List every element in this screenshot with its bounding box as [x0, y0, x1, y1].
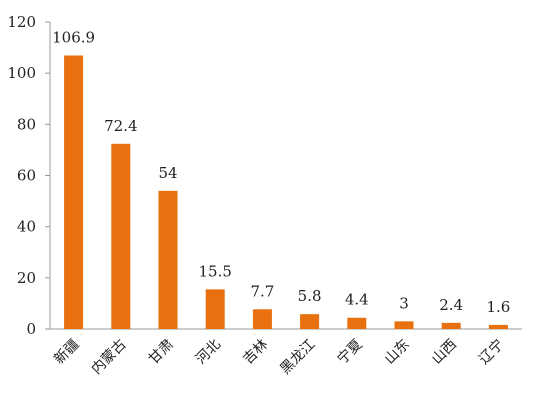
category-label: 内蒙古 — [89, 337, 130, 378]
category-label: 甘肃 — [146, 337, 177, 368]
category-label: 山西 — [429, 337, 460, 368]
bar — [205, 289, 225, 329]
data-label: 5.8 — [298, 287, 322, 305]
bar — [488, 324, 508, 329]
y-tick-label: 60 — [17, 167, 36, 185]
bar — [441, 322, 461, 329]
bar — [158, 190, 178, 329]
data-label: 72.4 — [104, 117, 137, 135]
bar — [252, 309, 272, 329]
data-label: 106.9 — [52, 29, 95, 47]
category-label: 宁夏 — [334, 336, 366, 368]
data-label: 2.4 — [439, 296, 463, 314]
y-tick-label: 20 — [17, 269, 36, 287]
category-label: 辽宁 — [475, 336, 507, 368]
data-label: 54 — [158, 164, 177, 182]
category-label: 河北 — [193, 337, 224, 368]
y-tick-label: 100 — [7, 64, 36, 82]
bar — [394, 321, 414, 329]
category-label: 山东 — [382, 337, 413, 368]
y-tick-label: 0 — [26, 320, 36, 338]
category-label: 黑龙江 — [277, 337, 318, 378]
data-label: 4.4 — [345, 291, 369, 309]
bar — [64, 55, 84, 330]
data-label: 7.7 — [250, 282, 274, 300]
bar — [111, 143, 131, 329]
data-label: 1.6 — [486, 298, 510, 316]
bars — [64, 55, 508, 330]
y-tick-label: 120 — [7, 13, 36, 31]
value-labels: 106.9 72.4 54 15.5 7.7 5.8 4.4 3 2.4 1.6 — [52, 29, 510, 316]
category-label: 新疆 — [51, 337, 82, 368]
y-tick-label: 40 — [17, 218, 36, 236]
data-label: 15.5 — [198, 262, 231, 280]
data-label: 3 — [399, 294, 409, 312]
y-tick-label: 80 — [17, 115, 36, 133]
bar — [300, 314, 320, 329]
category-label: 吉林 — [240, 337, 271, 368]
bar — [347, 317, 367, 329]
y-tick-labels: 0 20 40 60 80 100 120 — [7, 13, 50, 338]
category-labels: 新疆 内蒙古 甘肃 河北 吉林 黑龙江 宁夏 山东 山西 辽宁 — [51, 336, 507, 378]
